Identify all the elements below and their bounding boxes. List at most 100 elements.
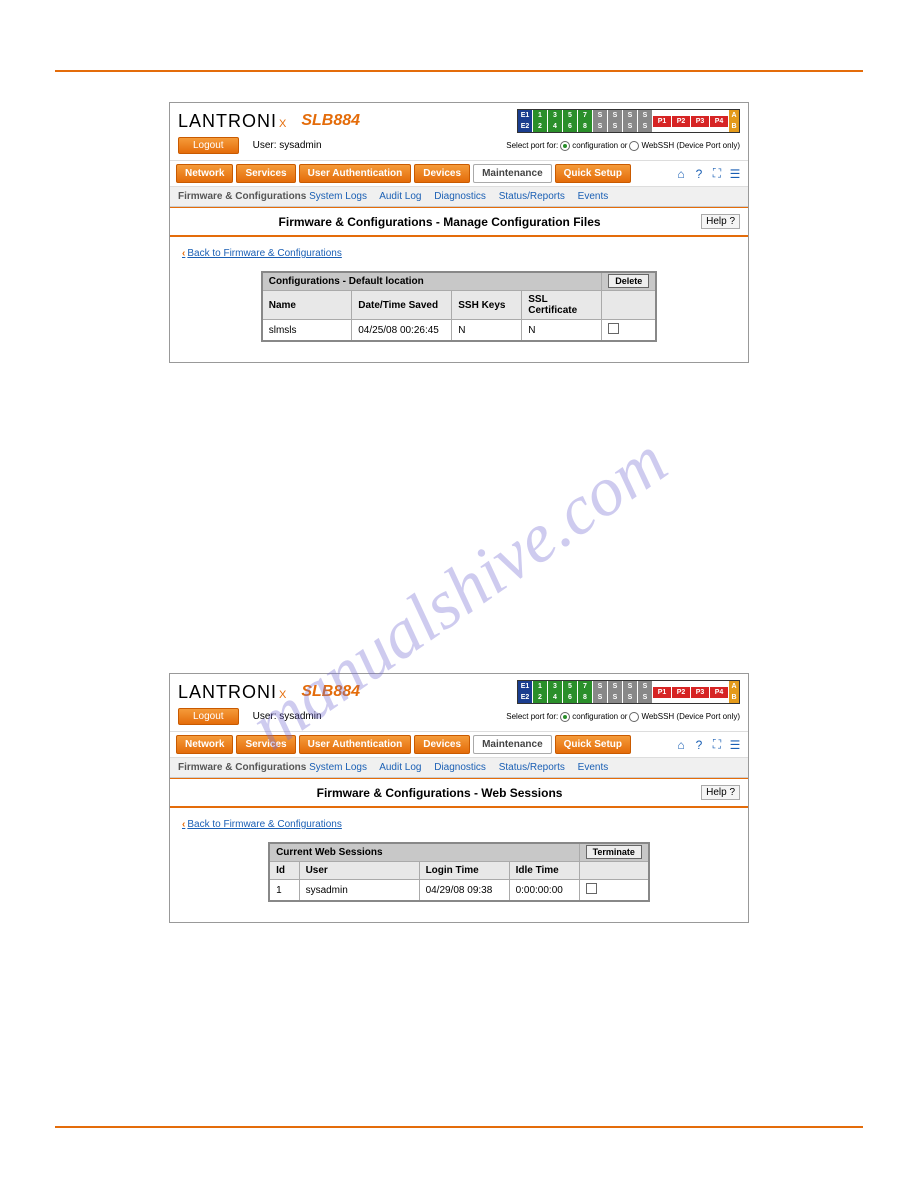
subnav-firmware[interactable]: Firmware & Configurations [178, 762, 306, 773]
port-a[interactable]: A [729, 110, 739, 121]
help-icon[interactable]: ? [692, 167, 706, 181]
subnav-audit-log[interactable]: Audit Log [379, 762, 421, 773]
logo: LANTRONIX [178, 111, 287, 132]
port-b[interactable]: B [729, 692, 739, 703]
port-8[interactable]: 8 [578, 692, 592, 703]
list-icon[interactable]: ☰ [728, 167, 742, 181]
port-p3[interactable]: P3 [691, 116, 709, 127]
radio-configuration[interactable] [560, 712, 570, 722]
back-link[interactable]: Back to Firmware & Configurations [182, 819, 342, 830]
tab-services[interactable]: Services [236, 735, 295, 754]
port-2[interactable]: 2 [533, 692, 547, 703]
port-s[interactable]: S [608, 692, 622, 703]
port-p1[interactable]: P1 [653, 116, 671, 127]
port-s[interactable]: S [638, 681, 652, 692]
radio-configuration[interactable] [560, 141, 570, 151]
port-6[interactable]: 6 [563, 121, 577, 132]
tab-devices[interactable]: Devices [414, 164, 470, 183]
back-link[interactable]: Back to Firmware & Configurations [182, 248, 342, 259]
port-s[interactable]: S [623, 692, 637, 703]
cell-name: slmsls [262, 320, 352, 342]
tab-network[interactable]: Network [176, 735, 233, 754]
port-a[interactable]: A [729, 681, 739, 692]
port-5[interactable]: 5 [563, 110, 577, 121]
terminate-button[interactable]: Terminate [586, 845, 642, 859]
subnav-events[interactable]: Events [578, 191, 609, 202]
radio-webssh[interactable] [629, 712, 639, 722]
port-s[interactable]: S [623, 681, 637, 692]
row-checkbox[interactable] [586, 883, 597, 894]
subnav-status-reports[interactable]: Status/Reports [499, 762, 565, 773]
home-icon[interactable]: ⌂ [674, 167, 688, 181]
port-p2[interactable]: P2 [672, 116, 690, 127]
port-p2[interactable]: P2 [672, 687, 690, 698]
tab-maintenance[interactable]: Maintenance [473, 164, 552, 183]
col-id: Id [269, 862, 299, 880]
subnav-system-logs[interactable]: System Logs [309, 191, 367, 202]
port-s[interactable]: S [638, 692, 652, 703]
port-p3[interactable]: P3 [691, 687, 709, 698]
port-s[interactable]: S [608, 121, 622, 132]
port-5[interactable]: 5 [563, 681, 577, 692]
port-4[interactable]: 4 [548, 121, 562, 132]
tab-maintenance[interactable]: Maintenance [473, 735, 552, 754]
header-row-2: Logout User: sysadmin Select port for: c… [170, 135, 748, 160]
port-3[interactable]: 3 [548, 110, 562, 121]
port-s[interactable]: S [623, 110, 637, 121]
port-s[interactable]: S [608, 681, 622, 692]
col-ssl: SSL Certificate [522, 291, 602, 320]
tab-services[interactable]: Services [236, 164, 295, 183]
tab-devices[interactable]: Devices [414, 735, 470, 754]
port-s[interactable]: S [593, 681, 607, 692]
port-s[interactable]: S [608, 110, 622, 121]
port-s[interactable]: S [593, 121, 607, 132]
radio-webssh[interactable] [629, 141, 639, 151]
subnav-status-reports[interactable]: Status/Reports [499, 191, 565, 202]
port-6[interactable]: 6 [563, 692, 577, 703]
port-1[interactable]: 1 [533, 681, 547, 692]
tab-user-auth[interactable]: User Authentication [299, 164, 412, 183]
logout-button[interactable]: Logout [178, 137, 239, 154]
delete-button[interactable]: Delete [608, 274, 649, 288]
table-head-row: Id User Login Time Idle Time [269, 862, 649, 880]
tab-user-auth[interactable]: User Authentication [299, 735, 412, 754]
port-p4[interactable]: P4 [710, 116, 728, 127]
subnav-diagnostics[interactable]: Diagnostics [434, 762, 486, 773]
expand-icon[interactable]: ⛶ [710, 738, 724, 752]
content-area: Back to Firmware & Configurations Curren… [170, 808, 748, 922]
tab-network[interactable]: Network [176, 164, 233, 183]
tab-quick-setup[interactable]: Quick Setup [555, 164, 631, 183]
subnav-system-logs[interactable]: System Logs [309, 762, 367, 773]
table-row: slmsls 04/25/08 00:26:45 N N [262, 320, 657, 342]
port-s[interactable]: S [638, 121, 652, 132]
help-button[interactable]: Help ? [701, 214, 740, 229]
row-checkbox[interactable] [608, 323, 619, 334]
port-7[interactable]: 7 [578, 110, 592, 121]
subnav-firmware[interactable]: Firmware & Configurations [178, 191, 306, 202]
port-b[interactable]: B [729, 121, 739, 132]
logout-button[interactable]: Logout [178, 708, 239, 725]
subnav-diagnostics[interactable]: Diagnostics [434, 191, 486, 202]
port-8[interactable]: 8 [578, 121, 592, 132]
home-icon[interactable]: ⌂ [674, 738, 688, 752]
help-icon[interactable]: ? [692, 738, 706, 752]
port-s[interactable]: S [593, 110, 607, 121]
port-1[interactable]: 1 [533, 110, 547, 121]
port-s[interactable]: S [593, 692, 607, 703]
port-2[interactable]: 2 [533, 121, 547, 132]
port-3[interactable]: 3 [548, 681, 562, 692]
port-p4[interactable]: P4 [710, 687, 728, 698]
port-s[interactable]: S [638, 110, 652, 121]
port-4[interactable]: 4 [548, 692, 562, 703]
help-button[interactable]: Help ? [701, 785, 740, 800]
cell-id: 1 [269, 880, 299, 902]
subnav-audit-log[interactable]: Audit Log [379, 191, 421, 202]
port-p1[interactable]: P1 [653, 687, 671, 698]
list-icon[interactable]: ☰ [728, 738, 742, 752]
expand-icon[interactable]: ⛶ [710, 167, 724, 181]
port-s[interactable]: S [623, 121, 637, 132]
tab-quick-setup[interactable]: Quick Setup [555, 735, 631, 754]
port-7[interactable]: 7 [578, 681, 592, 692]
cell-check [579, 880, 649, 902]
subnav-events[interactable]: Events [578, 762, 609, 773]
